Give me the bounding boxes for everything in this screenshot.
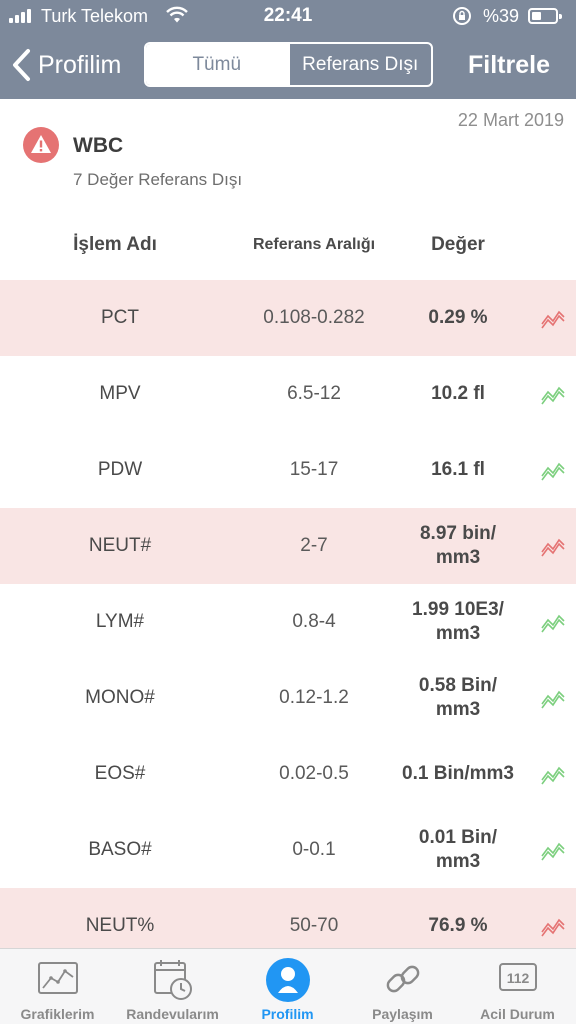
tab-charts[interactable]: Grafiklerim — [0, 949, 115, 1024]
segment-out-of-reference[interactable]: Referans Dışı — [287, 44, 432, 85]
table-row[interactable]: BASO# 0-0.1 0.01 Bin/mm3 — [0, 812, 576, 888]
carrier-name: Turk Telekom — [41, 6, 149, 26]
test-name-cell: BASO# — [88, 839, 152, 860]
back-button[interactable]: Profilim — [10, 46, 121, 84]
battery-percentage: %39 — [483, 6, 520, 26]
trend-chart-icon[interactable] — [540, 610, 566, 634]
calendar-clock-icon — [153, 960, 192, 1000]
chevron-left-icon — [13, 49, 30, 81]
clock: 22:41 — [263, 5, 313, 26]
results-table: PCT 0.108-0.282 0.29 % MPV 6.5-12 10.2 f… — [0, 280, 576, 948]
battery-icon — [528, 8, 562, 24]
test-name-cell: EOS# — [94, 763, 146, 784]
trend-chart-icon[interactable] — [540, 762, 566, 786]
value-cell: 0.29 % — [428, 307, 488, 328]
reference-range-cell: 15-17 — [289, 459, 339, 480]
value-cell: 0.1 Bin/mm3 — [402, 763, 514, 784]
reference-range-cell: 50-70 — [289, 915, 339, 936]
segment-all[interactable]: Tümü — [146, 44, 288, 85]
tab-label: Paylaşım — [372, 1006, 433, 1022]
value-cell: 8.97 bin/mm3 — [419, 523, 497, 568]
status-bar: Turk Telekom 22:41 %39 — [0, 0, 576, 32]
reference-range-cell: 0.108-0.282 — [263, 307, 365, 328]
tab-appointments[interactable]: Randevularım — [115, 949, 230, 1024]
wifi-icon — [166, 6, 188, 23]
table-row[interactable]: NEUT# 2-7 8.97 bin/mm3 — [0, 508, 576, 584]
column-header-range: Referans Aralığı — [252, 236, 376, 253]
table-row[interactable]: NEUT% 50-70 76.9 % — [0, 888, 576, 948]
trend-chart-icon[interactable] — [540, 458, 566, 482]
table-header: İşlem Adı Referans Aralığı Değer — [0, 222, 576, 266]
test-title: WBC — [73, 134, 124, 157]
tab-label: Randevularım — [126, 1006, 219, 1022]
value-cell: 0.01 Bin/mm3 — [418, 827, 498, 872]
back-button-label: Profilim — [38, 51, 122, 79]
tab-label: Profilim — [261, 1006, 314, 1022]
cellular-signal-icon — [9, 9, 33, 23]
tab-sharing[interactable]: Paylaşım — [345, 949, 460, 1024]
test-name-cell: PDW — [97, 459, 143, 480]
header-bar: Turk Telekom 22:41 %39 Profilim — [0, 0, 576, 99]
reference-range-cell: 0-0.1 — [292, 839, 336, 860]
trend-chart-icon[interactable] — [540, 686, 566, 710]
out-of-range-summary: 7 Değer Referans Dışı — [73, 170, 243, 189]
test-name-cell: LYM# — [95, 611, 145, 632]
tab-emergency[interactable]: 112 Acil Durum — [460, 949, 575, 1024]
table-row[interactable]: EOS# 0.02-0.5 0.1 Bin/mm3 — [0, 736, 576, 812]
reference-range-cell: 0.12-1.2 — [279, 687, 349, 708]
trend-chart-icon[interactable] — [540, 382, 566, 406]
trend-chart-icon[interactable] — [540, 534, 566, 558]
reference-range-cell: 6.5-12 — [287, 383, 341, 404]
value-cell: 1.99 10E3/mm3 — [412, 599, 504, 644]
table-row[interactable]: PCT 0.108-0.282 0.29 % — [0, 280, 576, 356]
navigation-bar: Profilim Tümü Referans Dışı Filtrele — [0, 38, 576, 92]
tab-bar: Grafiklerim Randevularım Profilim — [0, 948, 576, 1024]
tab-profile[interactable]: Profilim — [230, 949, 345, 1024]
rotation-lock-icon — [453, 7, 471, 25]
svg-text:112: 112 — [506, 970, 529, 986]
trend-chart-icon[interactable] — [540, 838, 566, 862]
person-icon — [265, 958, 310, 1002]
tab-label: Acil Durum — [480, 1006, 555, 1022]
chart-icon — [37, 962, 78, 994]
test-name-cell: NEUT# — [88, 535, 152, 556]
link-icon — [386, 965, 419, 993]
trend-chart-icon[interactable] — [540, 914, 566, 938]
column-header-name: İşlem Adı — [73, 234, 157, 255]
table-row[interactable]: PDW 15-17 16.1 fl — [0, 432, 576, 508]
value-cell: 16.1 fl — [431, 459, 485, 480]
trend-chart-icon[interactable] — [540, 306, 566, 330]
test-name-cell: MONO# — [85, 687, 155, 708]
reference-range-cell: 0.8-4 — [292, 611, 336, 632]
test-name-cell: PCT — [101, 307, 139, 328]
value-cell: 0.58 Bin/mm3 — [418, 675, 498, 720]
value-cell: 10.2 fl — [431, 383, 485, 404]
column-header-value: Değer — [431, 234, 485, 255]
test-name-cell: NEUT% — [85, 915, 155, 936]
value-cell: 76.9 % — [428, 915, 488, 936]
reference-range-cell: 0.02-0.5 — [279, 763, 349, 784]
table-row[interactable]: MONO# 0.12-1.2 0.58 Bin/mm3 — [0, 660, 576, 736]
warning-icon — [23, 127, 59, 163]
tab-label: Grafiklerim — [20, 1006, 95, 1022]
report-date: 22 Mart 2019 — [457, 110, 564, 130]
filter-button[interactable]: Filtrele — [468, 51, 550, 79]
table-row[interactable]: LYM# 0.8-4 1.99 10E3/mm3 — [0, 584, 576, 660]
reference-range-cell: 2-7 — [300, 535, 328, 556]
emergency-112-icon: 112 — [498, 963, 537, 991]
segmented-control: Tümü Referans Dışı — [144, 42, 433, 87]
test-name-cell: MPV — [99, 383, 141, 404]
table-row[interactable]: MPV 6.5-12 10.2 fl — [0, 356, 576, 432]
